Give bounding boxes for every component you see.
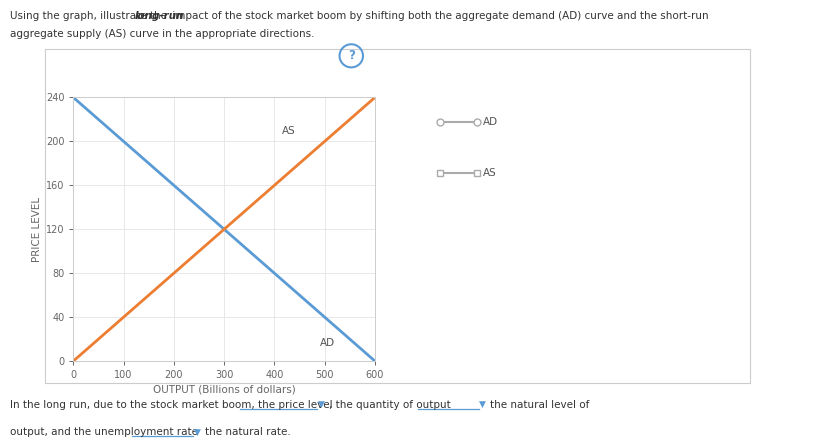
- Text: the natural rate.: the natural rate.: [205, 427, 290, 438]
- Text: AS: AS: [483, 168, 497, 178]
- Text: impact of the stock market boom by shifting both the aggregate demand (AD) curve: impact of the stock market boom by shift…: [169, 11, 708, 21]
- Text: ▼: ▼: [318, 400, 325, 409]
- X-axis label: OUTPUT (Billions of dollars): OUTPUT (Billions of dollars): [152, 384, 296, 394]
- Text: long-run: long-run: [135, 11, 184, 21]
- Text: AS: AS: [282, 126, 296, 136]
- Text: AD: AD: [483, 117, 499, 127]
- Text: , the quantity of output: , the quantity of output: [328, 400, 450, 410]
- Text: aggregate supply (AS) curve in the appropriate directions.: aggregate supply (AS) curve in the appro…: [10, 29, 315, 39]
- Text: ?: ?: [348, 49, 355, 62]
- Text: the natural level of: the natural level of: [490, 400, 589, 410]
- Y-axis label: PRICE LEVEL: PRICE LEVEL: [32, 197, 42, 262]
- Text: ▼: ▼: [194, 427, 201, 436]
- Text: AD: AD: [319, 338, 335, 348]
- Text: Using the graph, illustrate the: Using the graph, illustrate the: [10, 11, 170, 21]
- Text: ▼: ▼: [479, 400, 487, 409]
- Text: output, and the unemployment rate: output, and the unemployment rate: [10, 427, 198, 438]
- Text: In the long run, due to the stock market boom, the price level: In the long run, due to the stock market…: [10, 400, 333, 410]
